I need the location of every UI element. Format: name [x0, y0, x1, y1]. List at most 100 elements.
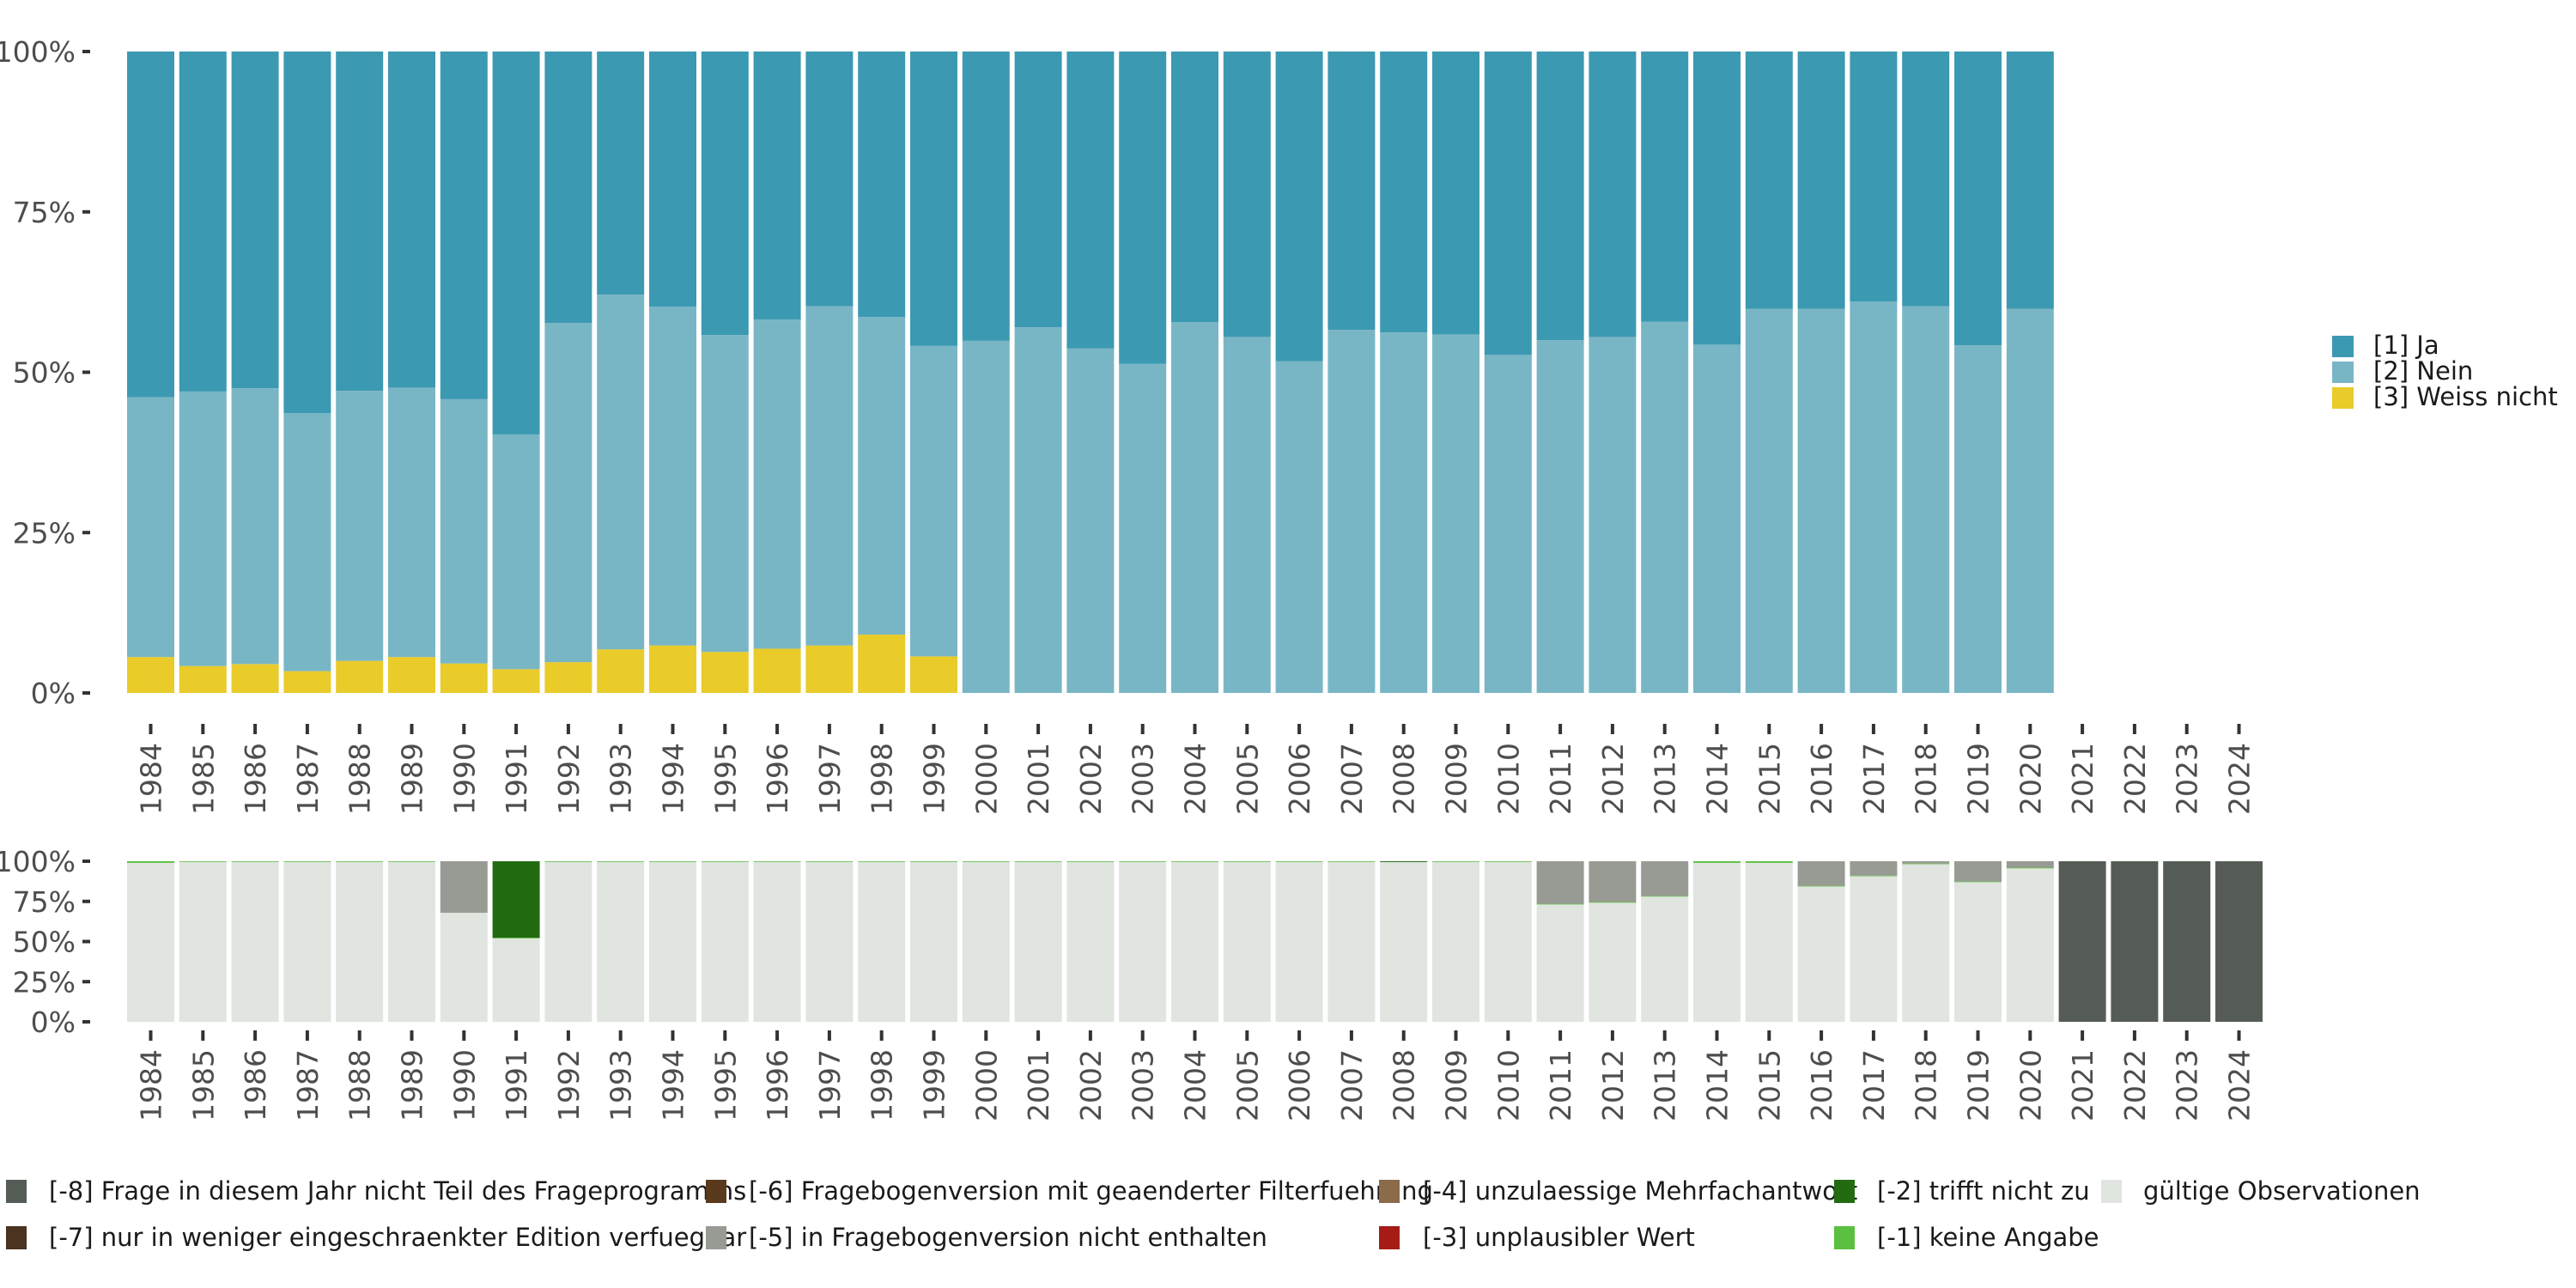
bar-segment-2008-2-nein [1380, 332, 1428, 693]
bar-segment-1986-2-nein [231, 388, 279, 665]
x-tick-label: 2005 [1230, 1049, 1264, 1121]
x-tick-label: 1990 [447, 743, 481, 815]
x-tick-mark [1976, 1030, 1980, 1041]
x-tick-mark [253, 1030, 258, 1041]
x-tick-label: 2024 [2223, 1049, 2257, 1121]
x-tick-label: 1984 [135, 1049, 168, 1121]
x-tick-label: 2007 [1335, 743, 1369, 815]
legend-label: [-7] nur in weniger eingeschraenkter Edi… [49, 1223, 746, 1252]
bar-segment-2020-1-keine-angabe [2006, 867, 2054, 869]
bar-segment-1999-3-weiss-nicht [910, 656, 957, 693]
y-tick-mark [82, 531, 90, 535]
bar-segment-1985-g-ltige-observationen [179, 861, 227, 1022]
bar-segment-1990-3-weiss-nicht [440, 663, 488, 693]
bar-segment-2015-1-keine-angabe [1745, 861, 1793, 863]
legend-label: [2] Nein [2373, 356, 2473, 386]
x-tick-mark [1088, 724, 1092, 734]
bar-segment-2009-1-keine-angabe [1432, 861, 1479, 862]
legend-swatch [1379, 1226, 1400, 1249]
bar-segment-2010-g-ltige-observationen [1484, 861, 1532, 1022]
x-tick-label: 2020 [2014, 1049, 2047, 1121]
y-tick-label: 50% [13, 356, 76, 390]
bar-segment-2006-1-ja [1275, 52, 1323, 361]
bar-segment-2011-1-keine-angabe [1536, 903, 1584, 905]
x-tick-label: 2023 [2171, 1049, 2204, 1121]
x-tick-label: 1992 [552, 1049, 586, 1121]
bar-segment-2014-1-keine-angabe [1693, 861, 1741, 863]
x-tick-label: 2009 [1440, 743, 1473, 815]
y-tick-label: 100% [0, 35, 76, 69]
bar-segment-2011-2-nein [1536, 340, 1584, 693]
x-tick-mark [1036, 724, 1041, 734]
x-tick-mark [1401, 724, 1406, 734]
x-tick-label: 2011 [1544, 1049, 1577, 1121]
x-tick-mark [2132, 724, 2136, 734]
x-tick-mark [2184, 1030, 2189, 1041]
x-tick-mark [618, 724, 623, 734]
bar-segment-1986-g-ltige-observationen [231, 861, 279, 1022]
bar-segment-2020-1-ja [2006, 52, 2054, 309]
x-tick-label: 2017 [1857, 743, 1891, 815]
bar-segment-2005-1-ja [1223, 52, 1271, 337]
bar-segment-1991-2-trifft-nicht-zu [492, 861, 540, 939]
bar-segment-1991-1-ja [492, 52, 540, 434]
x-tick-mark [827, 1030, 831, 1041]
x-tick-label: 1995 [708, 1049, 742, 1121]
bar-segment-1994-g-ltige-observationen [649, 861, 696, 1022]
bar-segment-1990-g-ltige-observationen [440, 913, 488, 1022]
bar-segment-1988-3-weiss-nicht [336, 660, 384, 693]
x-tick-mark [357, 1030, 361, 1041]
y-tick-label: 25% [13, 965, 76, 999]
bar-segment-1994-1-keine-angabe [649, 861, 696, 862]
bar-segment-1990-2-nein [440, 398, 488, 664]
x-tick-label: 2005 [1230, 743, 1264, 815]
bar-segment-1998-1-keine-angabe [858, 861, 906, 862]
bar-segment-2010-2-nein [1484, 355, 1532, 693]
bar-segment-1994-3-weiss-nicht [649, 645, 696, 693]
bar-segment-2014-2-nein [1693, 344, 1741, 693]
bar-segment-2013-2-nein [1641, 321, 1689, 693]
x-tick-mark [2237, 1030, 2241, 1041]
legend-swatch [6, 1180, 27, 1203]
x-tick-label: 2021 [2066, 1049, 2099, 1121]
bar-segment-1999-g-ltige-observationen [910, 861, 957, 1022]
bar-segment-2004-1-keine-angabe [1171, 861, 1218, 862]
bar-segment-1993-3-weiss-nicht [597, 649, 645, 693]
x-tick-label: 1989 [396, 743, 429, 815]
x-tick-mark [1140, 1030, 1145, 1041]
x-tick-label: 1995 [708, 743, 742, 815]
top-panel: 0% 25% 50% 75% 100% 1984 1985 1986 1987 1988 1989 1… [0, 35, 2257, 815]
bar-segment-2015-1-ja [1745, 52, 1793, 309]
y-tick-label: 25% [13, 516, 76, 550]
x-tick-label: 2006 [1283, 1049, 1316, 1121]
x-tick-label: 2014 [1701, 743, 1735, 815]
bar-segment-2005-g-ltige-observationen [1223, 861, 1271, 1022]
x-tick-label: 2002 [1074, 743, 1108, 815]
bar-segment-1994-1-ja [649, 52, 696, 307]
x-tick-mark [1036, 1030, 1041, 1041]
y-tick-mark [82, 50, 90, 53]
legend-swatch [2332, 336, 2354, 357]
x-tick-mark [775, 1030, 780, 1041]
bar-segment-2019-5-in-fragebogenversion-nicht-enthalten [1954, 861, 2002, 882]
bar-segment-2006-2-nein [1275, 361, 1323, 693]
bar-segment-2011-1-ja [1536, 52, 1584, 341]
x-tick-label: 2008 [1388, 1049, 1421, 1121]
bar-segment-1991-g-ltige-observationen [492, 938, 540, 1022]
bar-segment-2016-1-ja [1797, 52, 1845, 309]
legend-swatch [1379, 1180, 1400, 1203]
x-tick-mark [827, 724, 831, 734]
bar-segment-1985-1-keine-angabe [179, 861, 227, 862]
x-tick-label: 1985 [186, 743, 220, 815]
x-tick-label: 1994 [657, 743, 690, 815]
legend-label: [-4] unzulaessige Mehrfachantwort [1423, 1176, 1857, 1206]
legend-label: [-6] Fragebogenversion mit geaenderter F… [749, 1176, 1433, 1206]
bar-segment-1998-1-ja [858, 52, 906, 318]
x-tick-label: 1991 [500, 1049, 533, 1121]
x-tick-mark [775, 724, 780, 734]
bar-segment-1999-1-ja [910, 52, 957, 346]
x-tick-mark [462, 724, 466, 734]
bar-segment-2005-1-keine-angabe [1223, 861, 1271, 862]
bar-segment-2016-2-nein [1797, 308, 1845, 693]
bar-segment-2020-2-nein [2006, 308, 2054, 693]
